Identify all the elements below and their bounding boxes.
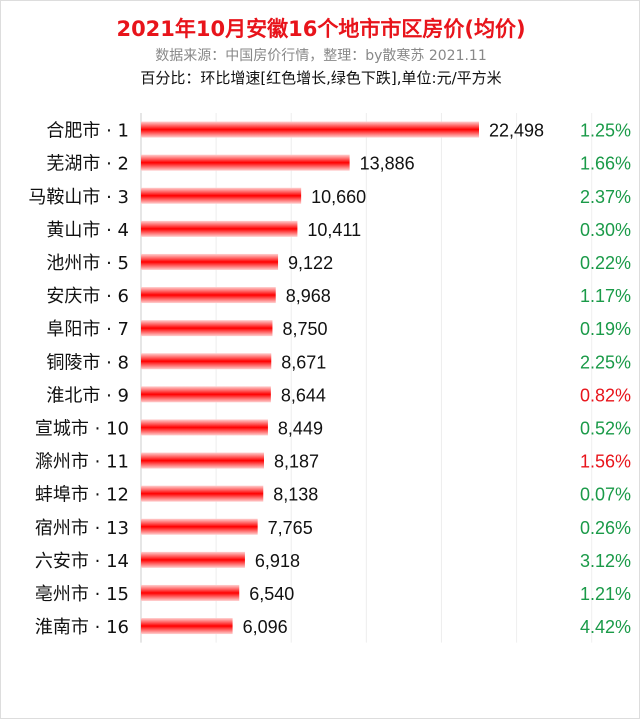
value-label: 22,498 [489, 121, 544, 141]
bar [141, 485, 264, 502]
change-label: 0.52% [580, 418, 631, 438]
category-label: 马鞍山市 · 3 [28, 187, 129, 208]
value-label: 8,671 [281, 352, 326, 372]
category-label: 六安市 · 14 [35, 551, 129, 572]
value-label: 8,750 [282, 319, 327, 339]
value-label: 9,122 [288, 253, 333, 273]
bar [141, 518, 258, 535]
value-label: 8,968 [286, 286, 331, 306]
change-label: 4.42% [580, 617, 631, 637]
value-label: 6,540 [249, 584, 294, 604]
change-label: 2.37% [580, 187, 631, 207]
bar [141, 618, 233, 635]
category-label: 蚌埠市 · 12 [35, 485, 129, 506]
value-label: 6,096 [243, 617, 288, 637]
change-label: 1.17% [580, 286, 631, 306]
change-label: 1.21% [580, 584, 631, 604]
change-label: 0.22% [580, 253, 631, 273]
value-label: 13,886 [360, 154, 415, 174]
bar [141, 287, 276, 304]
change-label: 0.30% [580, 220, 631, 240]
change-label: 1.66% [580, 154, 631, 174]
category-label: 亳州市 · 15 [35, 584, 129, 605]
change-label: 2.25% [580, 352, 631, 372]
bar [141, 386, 271, 403]
bar [141, 187, 302, 204]
value-label: 8,138 [273, 485, 318, 505]
category-label: 宣城市 · 10 [35, 418, 129, 439]
category-label: 合肥市 · 1 [46, 121, 129, 142]
bar [141, 320, 273, 337]
value-label: 10,660 [311, 187, 366, 207]
chart-title: 2021年10月安徽16个地市市区房价(均价) [116, 17, 526, 41]
category-label: 宿州市 · 13 [35, 518, 129, 539]
change-label: 3.12% [580, 551, 631, 571]
category-label: 淮南市 · 16 [35, 617, 129, 638]
value-label: 6,918 [255, 551, 300, 571]
category-label: 阜阳市 · 7 [46, 319, 129, 340]
bar [141, 584, 240, 601]
category-label: 铜陵市 · 8 [46, 352, 129, 373]
value-label: 8,644 [281, 385, 326, 405]
value-label: 8,187 [274, 452, 319, 472]
change-label: 0.26% [580, 518, 631, 538]
category-label: 芜湖市 · 2 [46, 154, 129, 175]
change-label: 0.07% [580, 485, 631, 505]
category-label: 滁州市 · 11 [35, 452, 129, 473]
value-label: 10,411 [307, 220, 361, 240]
change-label: 0.19% [580, 319, 631, 339]
category-label: 淮北市 · 9 [46, 385, 129, 406]
chart-note: 百分比：环比增速[红色增长,绿色下跌],单位:元/平方米 [140, 69, 502, 87]
bar [141, 253, 279, 270]
value-label: 7,765 [268, 518, 313, 538]
bar [141, 551, 245, 568]
value-label: 8,449 [278, 418, 323, 438]
bar [141, 121, 479, 138]
chart-subtitle: 数据来源：中国房价行情，整理：by散寒苏 2021.11 [155, 48, 487, 64]
change-label: 1.25% [580, 121, 631, 141]
bar [141, 419, 268, 436]
category-label: 安庆市 · 6 [46, 286, 129, 307]
bar [141, 220, 298, 237]
category-label: 池州市 · 5 [46, 253, 129, 274]
change-label: 0.82% [580, 385, 631, 405]
bar [141, 452, 264, 469]
bar [141, 154, 350, 171]
bar [141, 353, 272, 370]
category-label: 黄山市 · 4 [46, 220, 129, 241]
change-label: 1.56% [580, 452, 631, 472]
